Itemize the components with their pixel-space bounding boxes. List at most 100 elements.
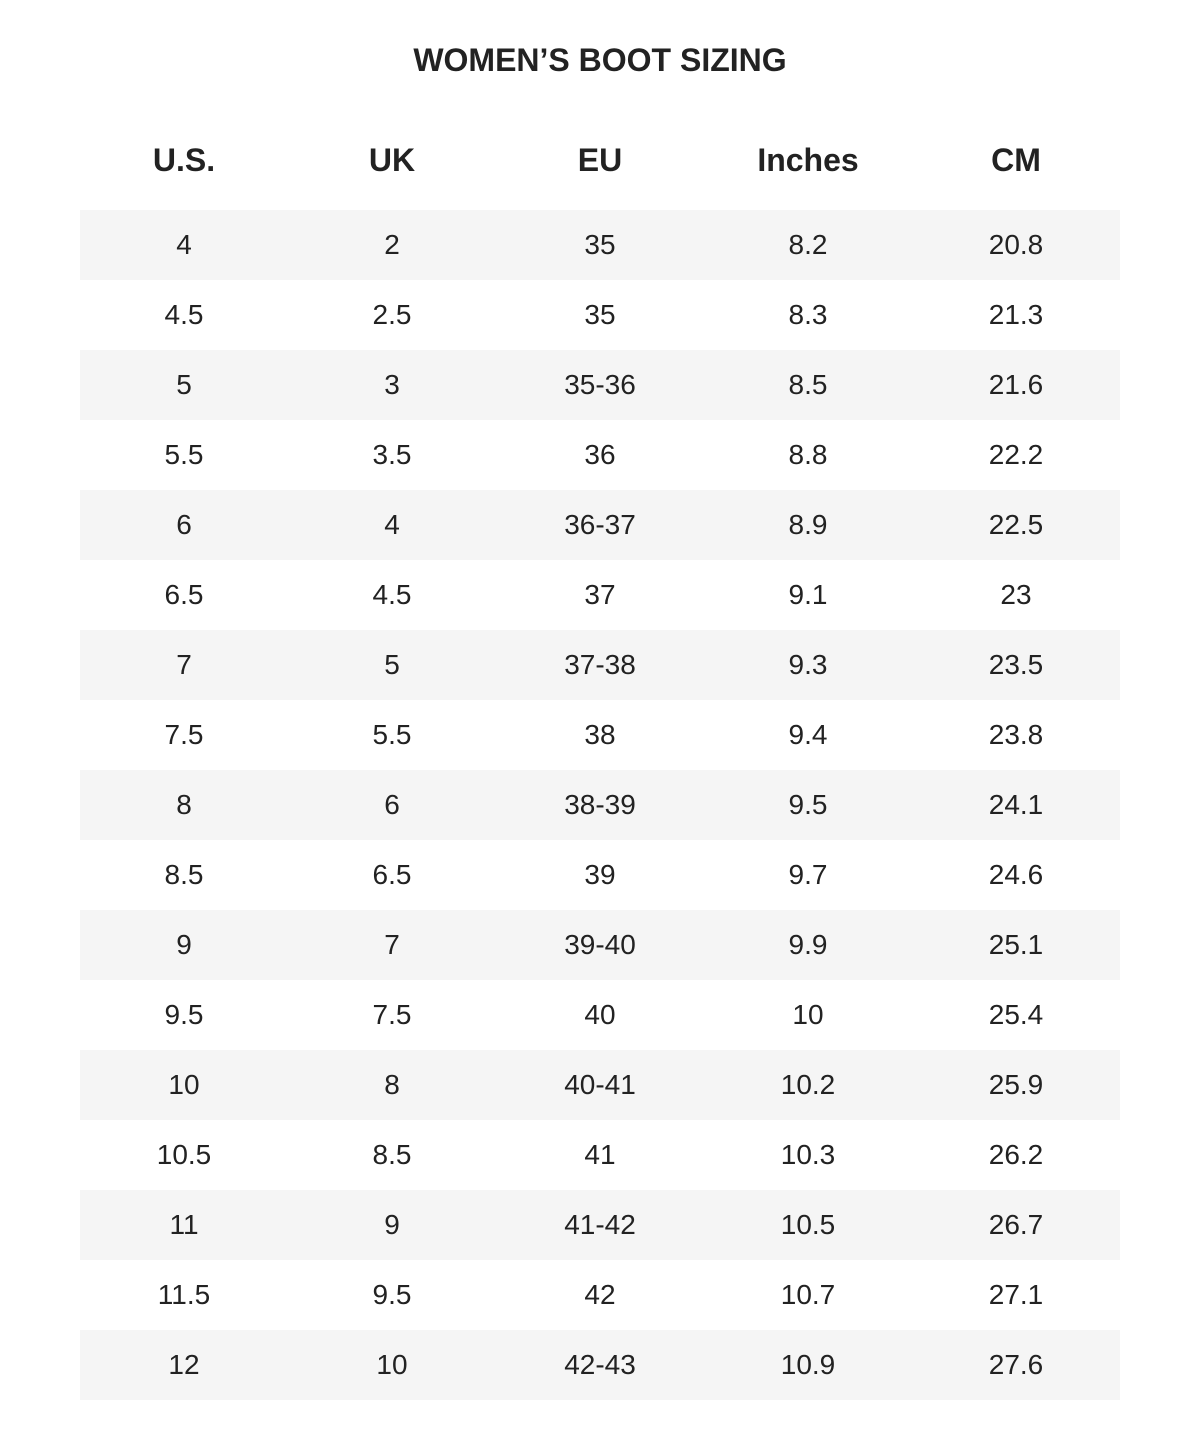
column-header-eu: EU — [577, 142, 623, 178]
cell-cm: 25.9 — [988, 1069, 1044, 1100]
cell-eu: 38 — [584, 719, 616, 750]
cell-cm: 20.8 — [988, 229, 1044, 260]
cell-cm: 27.1 — [988, 1279, 1044, 1310]
cell-us: 8 — [176, 789, 192, 820]
cell-us: 6.5 — [164, 579, 204, 610]
cell-eu: 35-36 — [564, 369, 636, 400]
cell-us: 9 — [176, 929, 192, 960]
cell-inches: 9.5 — [788, 789, 828, 820]
cell-inches: 10.3 — [780, 1139, 836, 1170]
cell-inches: 8.9 — [788, 509, 828, 540]
cell-cm: 26.2 — [988, 1139, 1044, 1170]
cell-uk: 6.5 — [372, 859, 412, 890]
column-header-inches: Inches — [757, 142, 859, 178]
cell-uk: 5.5 — [372, 719, 412, 750]
cell-eu: 42-43 — [564, 1349, 636, 1380]
table-row: 12 10 42-43 10.9 27.6 — [80, 1330, 1120, 1400]
cell-eu: 39-40 — [564, 929, 636, 960]
cell-inches: 9.1 — [788, 579, 828, 610]
cell-cm: 23.8 — [988, 719, 1044, 750]
size-chart-table: U.S. UK EU Inches CM 4 2 35 8.2 20.8 4.5 2.5 35… — [80, 125, 1120, 1400]
cell-cm: 22.5 — [988, 509, 1044, 540]
cell-uk: 5 — [384, 649, 400, 680]
cell-inches: 10.2 — [780, 1069, 836, 1100]
cell-inches: 9.9 — [788, 929, 828, 960]
table-body: 4 2 35 8.2 20.8 4.5 2.5 35 8.3 21.3 5 3 35-36 8.5 21.6… — [80, 210, 1120, 1400]
cell-inches: 9.3 — [788, 649, 828, 680]
cell-eu: 41-42 — [564, 1209, 636, 1240]
table-row: 7.5 5.5 38 9.4 23.8 — [80, 700, 1120, 770]
table-row: 10.5 8.5 41 10.3 26.2 — [80, 1120, 1120, 1190]
cell-uk: 9 — [384, 1209, 400, 1240]
column-header-cm: CM — [991, 142, 1041, 178]
cell-uk: 6 — [384, 789, 400, 820]
cell-eu: 36-37 — [564, 509, 636, 540]
cell-cm: 24.6 — [988, 859, 1044, 890]
cell-cm: 25.1 — [988, 929, 1044, 960]
table-row: 10 8 40-41 10.2 25.9 — [80, 1050, 1120, 1120]
table-row: 5.5 3.5 36 8.8 22.2 — [80, 420, 1120, 490]
cell-us: 6 — [176, 509, 192, 540]
cell-eu: 35 — [584, 299, 616, 330]
table-row: 7 5 37-38 9.3 23.5 — [80, 630, 1120, 700]
cell-inches: 9.4 — [788, 719, 828, 750]
cell-us: 4.5 — [164, 299, 204, 330]
column-header-uk: UK — [368, 142, 416, 178]
cell-uk: 4.5 — [372, 579, 412, 610]
cell-uk: 8 — [384, 1069, 400, 1100]
cell-cm: 23.5 — [988, 649, 1044, 680]
cell-us: 8.5 — [164, 859, 204, 890]
cell-uk: 9.5 — [372, 1279, 412, 1310]
cell-uk: 8.5 — [372, 1139, 412, 1170]
cell-us: 12 — [168, 1349, 200, 1380]
cell-eu: 38-39 — [564, 789, 636, 820]
cell-uk: 4 — [384, 509, 400, 540]
page-title: WOMEN’S BOOT SIZING — [413, 42, 787, 78]
cell-eu: 39 — [584, 859, 616, 890]
table-row: 4.5 2.5 35 8.3 21.3 — [80, 280, 1120, 350]
cell-eu: 41 — [584, 1139, 616, 1170]
cell-us: 5 — [176, 369, 192, 400]
cell-cm: 27.6 — [988, 1349, 1044, 1380]
table-row: 6 4 36-37 8.9 22.5 — [80, 490, 1120, 560]
table-row: 8.5 6.5 39 9.7 24.6 — [80, 840, 1120, 910]
cell-us: 5.5 — [164, 439, 204, 470]
cell-us: 9.5 — [164, 999, 204, 1030]
cell-cm: 21.3 — [988, 299, 1044, 330]
cell-cm: 24.1 — [988, 789, 1044, 820]
cell-eu: 35 — [584, 229, 616, 260]
cell-inches: 10.9 — [780, 1349, 836, 1380]
cell-cm: 26.7 — [988, 1209, 1044, 1240]
cell-us: 11 — [169, 1209, 199, 1240]
cell-eu: 36 — [584, 439, 616, 470]
cell-us: 11.5 — [157, 1279, 211, 1310]
cell-cm: 23 — [1000, 579, 1032, 610]
table-row: 11 9 41-42 10.5 26.7 — [80, 1190, 1120, 1260]
cell-uk: 2 — [384, 229, 400, 260]
cell-uk: 3.5 — [372, 439, 412, 470]
cell-uk: 7.5 — [372, 999, 412, 1030]
table-row: 8 6 38-39 9.5 24.1 — [80, 770, 1120, 840]
table-row: 4 2 35 8.2 20.8 — [80, 210, 1120, 280]
cell-inches: 10.5 — [780, 1209, 836, 1240]
cell-cm: 25.4 — [988, 999, 1044, 1030]
cell-uk: 7 — [384, 929, 400, 960]
cell-inches: 9.7 — [788, 859, 828, 890]
cell-eu: 42 — [584, 1279, 616, 1310]
cell-inches: 8.3 — [788, 299, 828, 330]
table-row: 9.5 7.5 40 10 25.4 — [80, 980, 1120, 1050]
table-header-row: U.S. UK EU Inches CM — [80, 125, 1120, 210]
cell-cm: 22.2 — [988, 439, 1044, 470]
table-row: 11.5 9.5 42 10.7 27.1 — [80, 1260, 1120, 1330]
cell-inches: 10.7 — [780, 1279, 836, 1310]
table-row: 5 3 35-36 8.5 21.6 — [80, 350, 1120, 420]
cell-uk: 2.5 — [372, 299, 412, 330]
column-header-us: U.S. — [152, 142, 216, 178]
cell-eu: 37-38 — [564, 649, 636, 680]
cell-uk: 3 — [384, 369, 400, 400]
cell-us: 10 — [168, 1069, 200, 1100]
cell-us: 4 — [176, 229, 192, 260]
cell-inches: 10 — [792, 999, 824, 1030]
cell-us: 10.5 — [156, 1139, 212, 1170]
cell-inches: 8.8 — [788, 439, 828, 470]
